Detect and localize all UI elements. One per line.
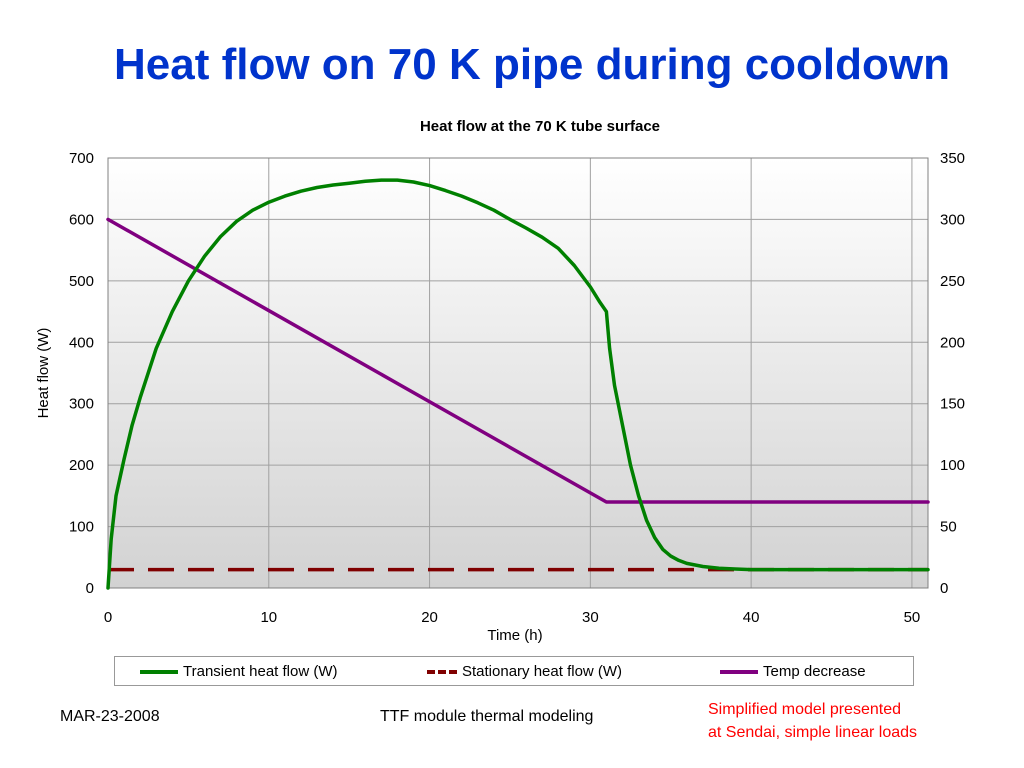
legend-item-stationary: Stationary heat flow (W) [427, 663, 622, 680]
y-tick-label: 400 [69, 334, 94, 351]
y2-tick-label: 100 [940, 457, 965, 474]
x-tick-label: 0 [104, 609, 112, 626]
x-tick-label: 40 [743, 609, 760, 626]
legend-label-temp: Temp decrease [763, 663, 866, 680]
y-tick-label: 600 [69, 211, 94, 228]
y2-tick-label: 250 [940, 273, 965, 290]
footer-date: MAR-23-2008 [60, 708, 160, 725]
y2-tick-label: 0 [940, 580, 948, 597]
x-tick-label: 50 [904, 609, 921, 626]
annotation-note-line1: Simplified model presented [708, 701, 901, 718]
x-tick-label: 10 [260, 609, 277, 626]
series-group [106, 178, 930, 590]
y2-tick-label: 150 [940, 396, 965, 413]
legend-label-transient: Transient heat flow (W) [183, 663, 338, 680]
y-tick-label: 300 [69, 396, 94, 413]
plot-area [108, 158, 928, 588]
y2-tick-label: 50 [940, 519, 957, 536]
y-tick-label: 700 [69, 150, 94, 167]
y-tick-label: 100 [69, 519, 94, 536]
y2-tick-label: 350 [940, 150, 965, 167]
legend-swatch-temp [720, 669, 758, 674]
plot-border [107, 157, 929, 589]
y2-tick-label: 200 [940, 334, 965, 351]
legend-item-transient: Transient heat flow (W) [140, 663, 338, 680]
slide-title: Heat flow on 70 K pipe during cooldown [114, 40, 950, 89]
legend-swatch-transient [140, 669, 178, 674]
y-tick-label: 200 [69, 457, 94, 474]
series-temp-decrease [106, 217, 930, 504]
legend-label-stationary: Stationary heat flow (W) [462, 663, 623, 680]
footer-center-text: TTF module thermal modeling [380, 708, 594, 725]
y-tick-label: 0 [86, 580, 94, 597]
chart-title: Heat flow at the 70 K tube surface [419, 118, 661, 135]
series-transient-heat-flow [106, 178, 930, 590]
chart-legend: Transient heat flow (W) Stationary heat … [114, 656, 914, 686]
y-axis-label: Heat flow (W) [35, 328, 52, 419]
y-tick-label: 500 [69, 273, 94, 290]
annotation-note-line2: at Sendai, simple linear loads [708, 724, 918, 741]
y2-tick-label: 300 [940, 211, 965, 228]
legend-swatch-stationary [427, 669, 457, 674]
annotation-note: Simplified model presented at Sendai, si… [708, 698, 917, 744]
x-tick-label: 30 [582, 609, 599, 626]
x-tick-label: 20 [421, 609, 438, 626]
legend-item-temp: Temp decrease [720, 663, 866, 680]
x-axis-label: Time (h) [487, 627, 542, 644]
